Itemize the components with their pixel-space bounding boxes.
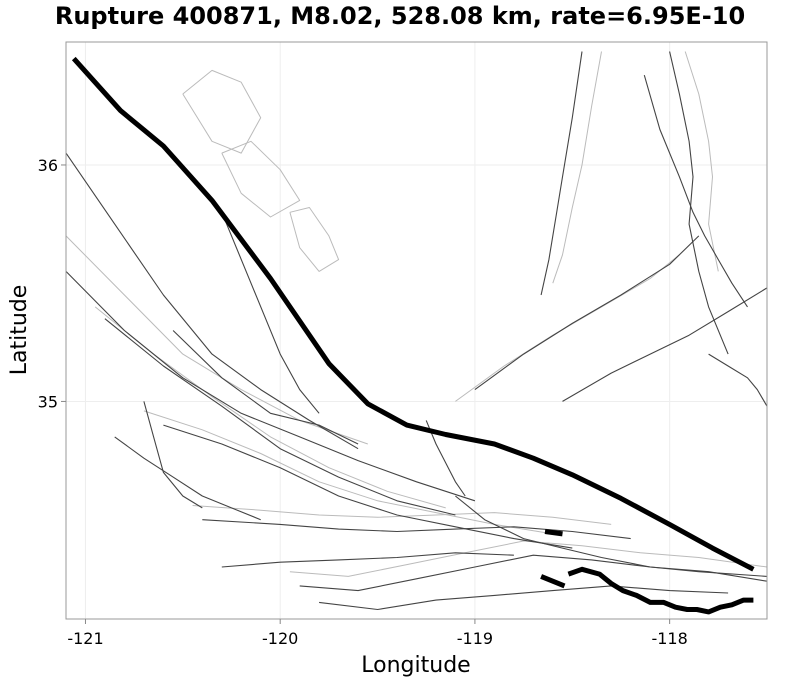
surface-series-30 (684, 51, 719, 272)
fault-series-14 (455, 495, 768, 577)
surface-series-28 (289, 540, 768, 577)
fault-series-6 (104, 318, 456, 516)
fault-series-13 (172, 330, 359, 445)
fault-series-23 (114, 436, 261, 521)
x-tick-label-1: -120 (262, 629, 298, 648)
fault-series-12 (221, 212, 320, 414)
surface-series-25 (94, 306, 446, 509)
fault-traces (65, 51, 768, 611)
fault-series-8 (202, 519, 631, 540)
rupture-series-2 (540, 574, 566, 589)
fault-surfaces (65, 51, 768, 577)
surface-series-26 (143, 410, 553, 535)
x-tick-label-2: -119 (457, 629, 493, 648)
fault-series-9 (221, 552, 514, 568)
fault-series-20 (708, 353, 768, 407)
surface-series-32 (182, 69, 262, 154)
fault-series-10 (299, 554, 768, 592)
chart-title: Rupture 400871, M8.02, 528.08 km, rate=6… (55, 2, 745, 30)
surface-series-29 (552, 51, 602, 284)
fault-series-11 (319, 585, 729, 611)
fault-series-22 (425, 420, 466, 497)
x-axis-ticks: -121 -120 -119 -118 (67, 619, 688, 648)
surface-series-33 (221, 140, 301, 218)
surface-series-27 (192, 505, 612, 525)
fault-series-19 (474, 235, 700, 391)
x-tick-label-0: -121 (67, 629, 103, 648)
x-axis-label: Longitude (361, 653, 470, 678)
fault-series-21 (143, 401, 203, 509)
y-axis-ticks: 35 36 (38, 156, 66, 411)
fault-series-17 (643, 74, 748, 308)
rupture-series-0 (71, 56, 755, 572)
rupture-series-3 (567, 566, 754, 615)
fault-series-4 (65, 152, 359, 450)
fault-series-16 (669, 51, 729, 355)
rupture-traces (71, 56, 755, 615)
fault-series-18 (562, 287, 768, 402)
surface-series-34 (289, 207, 340, 272)
y-tick-label-1: 36 (38, 156, 58, 175)
surface-series-24 (65, 235, 368, 445)
fault-series-15 (540, 51, 583, 296)
grid-lines (66, 42, 767, 619)
fault-series-7 (163, 424, 573, 549)
y-tick-label-0: 35 (38, 392, 58, 411)
x-tick-label-3: -118 (651, 629, 687, 648)
y-axis-label: Latitude (7, 285, 32, 376)
rupture-series-1 (544, 529, 563, 537)
plot-frame (65, 41, 768, 620)
fault-series-5 (65, 271, 476, 502)
